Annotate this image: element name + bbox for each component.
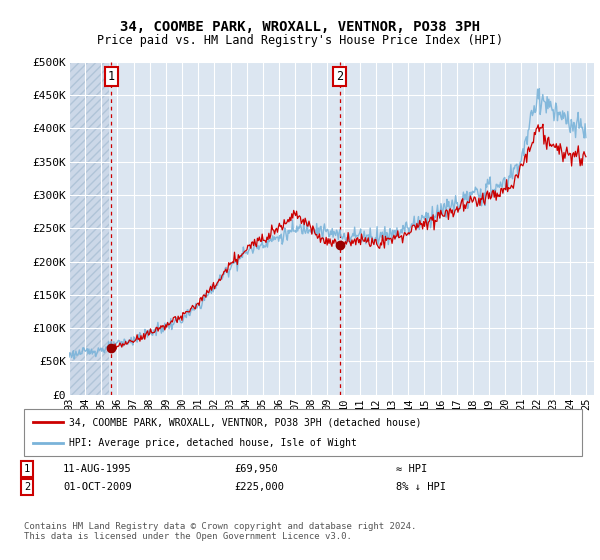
Text: 11-AUG-1995: 11-AUG-1995 xyxy=(63,464,132,474)
Text: 1: 1 xyxy=(107,70,115,83)
Text: 34, COOMBE PARK, WROXALL, VENTNOR, PO38 3PH: 34, COOMBE PARK, WROXALL, VENTNOR, PO38 … xyxy=(120,20,480,34)
Text: Contains HM Land Registry data © Crown copyright and database right 2024.
This d: Contains HM Land Registry data © Crown c… xyxy=(24,522,416,542)
Text: £225,000: £225,000 xyxy=(234,482,284,492)
Text: HPI: Average price, detached house, Isle of Wight: HPI: Average price, detached house, Isle… xyxy=(69,438,357,448)
Text: Price paid vs. HM Land Registry's House Price Index (HPI): Price paid vs. HM Land Registry's House … xyxy=(97,34,503,46)
Text: 1: 1 xyxy=(24,464,30,474)
Text: £69,950: £69,950 xyxy=(234,464,278,474)
Text: 8% ↓ HPI: 8% ↓ HPI xyxy=(396,482,446,492)
Text: 2: 2 xyxy=(24,482,30,492)
Text: 2: 2 xyxy=(336,70,343,83)
Text: 34, COOMBE PARK, WROXALL, VENTNOR, PO38 3PH (detached house): 34, COOMBE PARK, WROXALL, VENTNOR, PO38 … xyxy=(69,417,421,427)
Text: 01-OCT-2009: 01-OCT-2009 xyxy=(63,482,132,492)
Text: ≈ HPI: ≈ HPI xyxy=(396,464,427,474)
Bar xyxy=(69,48,109,395)
